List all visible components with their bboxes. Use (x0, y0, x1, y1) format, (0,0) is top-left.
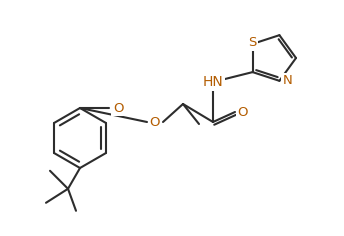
Text: O: O (150, 115, 160, 128)
Text: O: O (238, 105, 248, 118)
Text: N: N (282, 74, 292, 87)
Text: HN: HN (203, 75, 223, 89)
Text: S: S (248, 36, 257, 49)
Text: O: O (113, 101, 123, 114)
